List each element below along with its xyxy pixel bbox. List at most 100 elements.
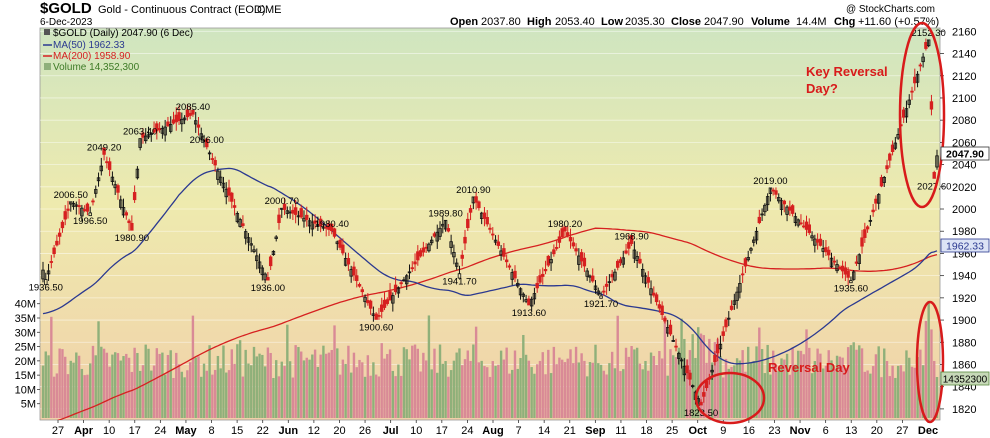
- price-labels: 1936.50 2006.50 1996.50 2049.20 1980.90 2063.…: [29, 28, 952, 419]
- candle-body: [777, 197, 781, 202]
- volume-tick-label: 5M: [21, 399, 36, 411]
- legend: $GOLD (Daily) 2047.90 (6 Dec) MA(50) 196…: [43, 28, 193, 73]
- volume-tick-label: 15M: [15, 370, 36, 382]
- exchange-label: CME: [257, 4, 281, 16]
- candle-body: [685, 365, 689, 374]
- volume-bar: [147, 348, 150, 418]
- candle-body: [771, 189, 775, 192]
- candle-body: [624, 250, 628, 254]
- volume-bar: [641, 369, 644, 418]
- ma50-value: 1962.33: [946, 241, 984, 253]
- price-tick-label: 1900: [952, 315, 976, 327]
- candle-body: [890, 144, 895, 153]
- candle-body: [119, 199, 123, 208]
- date-tick-label: Jun: [279, 425, 299, 437]
- candle-body: [41, 269, 45, 280]
- price-label: 2049.20: [87, 142, 121, 153]
- symbol-title: $GOLD: [40, 0, 92, 17]
- volume-bar: [319, 354, 322, 418]
- volume-bar: [250, 365, 253, 418]
- candle-body: [446, 228, 451, 232]
- low-value: 2035.30: [625, 16, 665, 28]
- volume-bar: [333, 325, 336, 418]
- candle-body: [774, 190, 778, 195]
- volume-bar: [191, 315, 195, 418]
- volume-bar: [466, 350, 469, 418]
- candle-body: [740, 273, 745, 276]
- candle-body: [291, 209, 295, 214]
- quote-bar: Open 2037.80 High 2053.40 Low 2035.30 Cl…: [450, 16, 939, 28]
- date-tick-label: 20: [333, 425, 345, 437]
- candle-body: [591, 275, 595, 282]
- volume-bar: [766, 344, 769, 418]
- candle-body: [116, 185, 120, 193]
- price-tick-label: 2120: [952, 71, 976, 83]
- candle-body: [363, 296, 367, 303]
- volume-bar: [655, 364, 658, 418]
- volume-value: 14.4M: [796, 16, 827, 28]
- volume-bar: [774, 364, 778, 418]
- price-tick-label: 1940: [952, 271, 976, 283]
- candle-body: [879, 177, 884, 187]
- candle-body: [330, 223, 334, 232]
- volume-bar: [338, 374, 342, 418]
- volume-bar: [538, 360, 542, 418]
- volume-tick-label: 20M: [15, 356, 36, 368]
- candle-body: [765, 196, 770, 206]
- volume-bar: [483, 366, 486, 418]
- candle-body: [646, 277, 650, 283]
- volume-bar: [627, 356, 631, 418]
- candle-body: [393, 284, 398, 293]
- candle-body: [191, 109, 195, 115]
- candle-body: [876, 194, 881, 204]
- volume-bar: [849, 345, 853, 418]
- candle-body: [663, 317, 667, 322]
- volume-bar: [358, 359, 361, 418]
- volume-bar: [58, 348, 61, 418]
- volume-bar: [405, 349, 408, 418]
- volume-bar: [780, 358, 783, 418]
- volume-bar: [294, 345, 297, 418]
- volume-bar: [283, 365, 286, 418]
- volume-bar: [802, 354, 805, 418]
- volume-bar: [819, 353, 822, 418]
- volume-bar: [227, 370, 231, 418]
- volume-axis: 5M 10M 15M 20M 25M 30M 35M 40M: [15, 299, 40, 411]
- volume-bar: [585, 376, 589, 418]
- candle-body: [230, 192, 234, 202]
- volume-bar: [594, 344, 597, 418]
- volume-bar: [810, 373, 814, 418]
- volume-bar: [102, 348, 106, 418]
- candle-body: [55, 240, 59, 246]
- date-tick-label: 11: [615, 425, 626, 437]
- candle-body: [582, 257, 587, 267]
- volume-bar: [497, 364, 500, 418]
- volume-bar: [336, 348, 339, 418]
- candle-body: [210, 158, 215, 160]
- grid: [40, 30, 940, 410]
- volume-bar: [821, 368, 825, 418]
- candle-body: [824, 247, 828, 253]
- candle-body: [915, 73, 920, 83]
- date-tick-label: 13: [845, 425, 857, 437]
- candle-body: [366, 300, 370, 304]
- candle-body: [99, 165, 104, 172]
- candle-body: [182, 117, 187, 121]
- volume-bar: [835, 355, 839, 418]
- price-tick-label: 1860: [952, 359, 976, 371]
- candle-body: [671, 340, 675, 342]
- volume-bar: [813, 361, 817, 418]
- candle-body: [432, 233, 437, 237]
- volume-bar: [188, 362, 192, 418]
- volume-bar: [833, 368, 836, 418]
- volume-bar: [905, 350, 908, 418]
- volume-bar: [311, 354, 314, 418]
- candle-body: [382, 299, 387, 308]
- candle-body: [763, 204, 767, 213]
- candle-body: [121, 207, 126, 216]
- legend-price: $GOLD (Daily) 2047.90 (6 Dec): [53, 28, 193, 39]
- candle-body: [718, 343, 723, 350]
- candle-body: [52, 247, 56, 255]
- candle-body: [904, 108, 909, 118]
- volume-bar: [280, 361, 283, 418]
